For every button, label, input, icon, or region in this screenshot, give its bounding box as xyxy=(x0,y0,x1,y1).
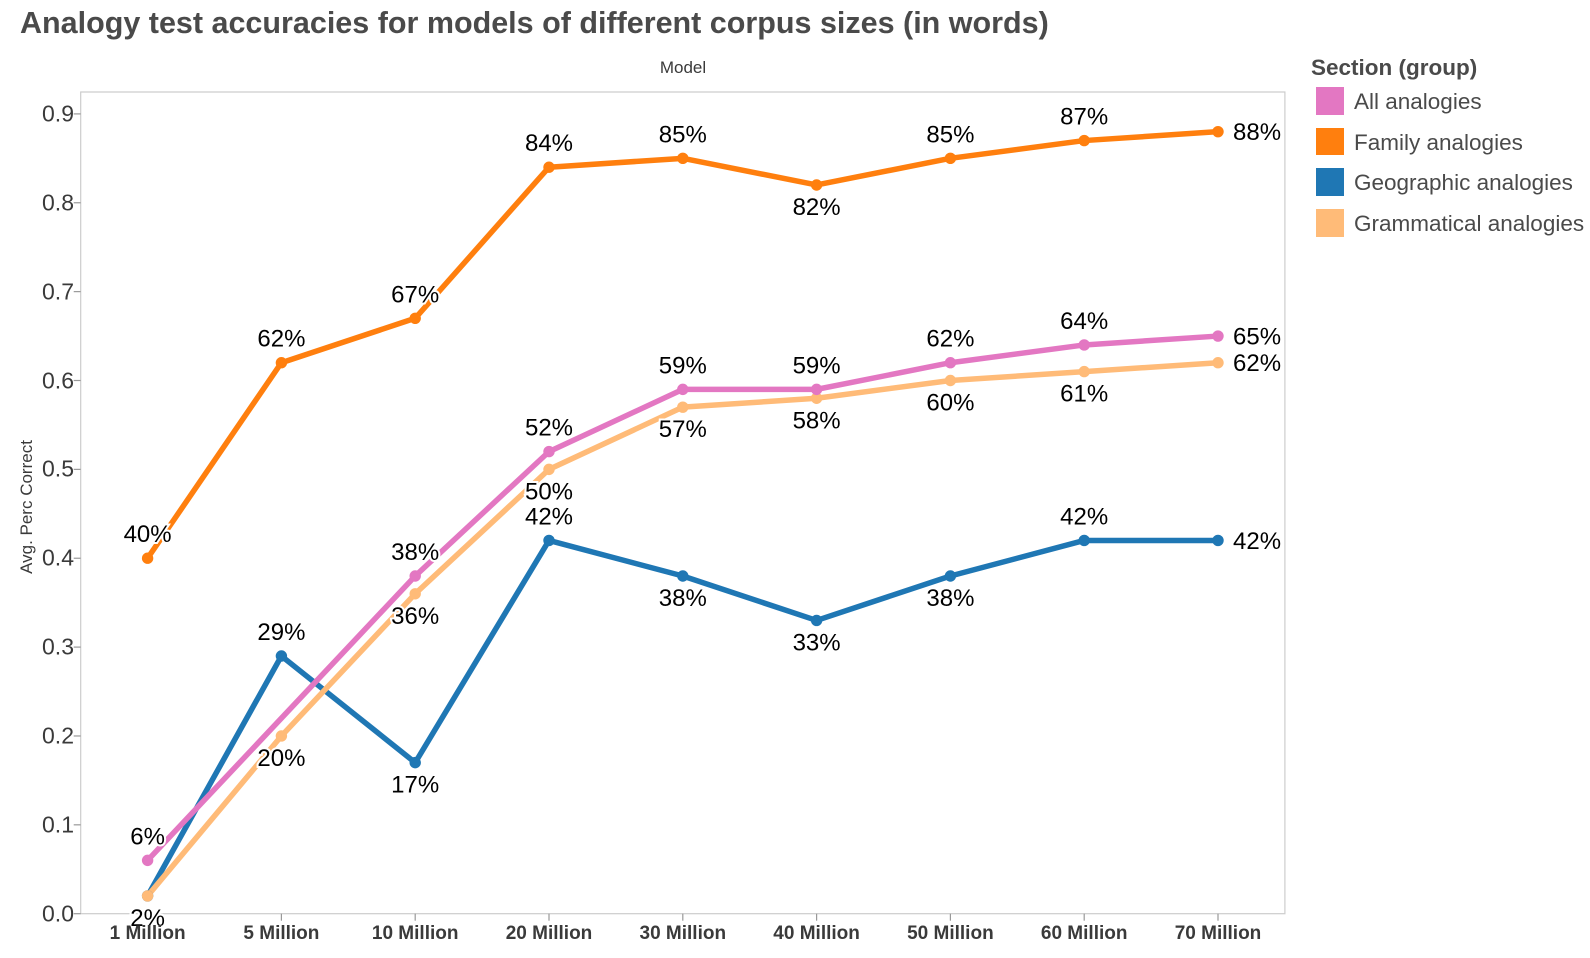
svg-text:20%: 20% xyxy=(257,745,305,772)
svg-text:88%: 88% xyxy=(1233,119,1281,146)
svg-text:50%: 50% xyxy=(525,478,573,505)
svg-text:42%: 42% xyxy=(1233,528,1281,555)
svg-text:29%: 29% xyxy=(257,619,305,646)
svg-text:62%: 62% xyxy=(257,326,305,353)
svg-text:85%: 85% xyxy=(659,121,707,148)
svg-text:67%: 67% xyxy=(391,281,439,308)
svg-text:60%: 60% xyxy=(926,390,974,417)
svg-text:62%: 62% xyxy=(1233,350,1281,377)
svg-text:59%: 59% xyxy=(659,352,707,379)
svg-text:87%: 87% xyxy=(1060,104,1108,131)
svg-text:85%: 85% xyxy=(926,121,974,148)
svg-text:40%: 40% xyxy=(124,521,172,548)
svg-text:65%: 65% xyxy=(1233,324,1281,351)
svg-text:38%: 38% xyxy=(391,539,439,566)
svg-text:38%: 38% xyxy=(926,585,974,612)
svg-text:59%: 59% xyxy=(793,352,841,379)
svg-text:52%: 52% xyxy=(525,415,573,442)
svg-text:38%: 38% xyxy=(659,585,707,612)
svg-text:42%: 42% xyxy=(1060,503,1108,530)
svg-text:6%: 6% xyxy=(130,823,165,850)
svg-text:42%: 42% xyxy=(525,503,573,530)
svg-text:36%: 36% xyxy=(391,603,439,630)
svg-text:58%: 58% xyxy=(793,407,841,434)
svg-text:82%: 82% xyxy=(793,194,841,221)
svg-text:84%: 84% xyxy=(525,130,573,157)
svg-text:57%: 57% xyxy=(659,416,707,443)
svg-text:64%: 64% xyxy=(1060,308,1108,335)
svg-text:61%: 61% xyxy=(1060,381,1108,408)
svg-text:17%: 17% xyxy=(391,772,439,799)
svg-text:33%: 33% xyxy=(793,629,841,656)
svg-text:62%: 62% xyxy=(926,326,974,353)
